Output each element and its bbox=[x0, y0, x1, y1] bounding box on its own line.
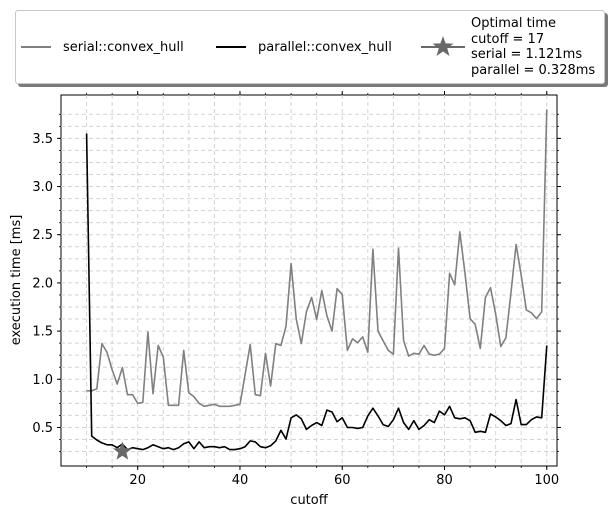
legend-optimal-text: Optimal time cutoff = 17 serial = 1.121m… bbox=[471, 16, 596, 78]
y-tick-label: 2.5 bbox=[32, 228, 53, 243]
y-tick-label: 3.5 bbox=[32, 132, 53, 147]
y-tick-label: 3.0 bbox=[32, 180, 53, 195]
x-tick-label: 100 bbox=[534, 473, 559, 488]
parallel-series-line bbox=[85, 133, 548, 451]
legend-item-serial: serial::convex_hull bbox=[21, 11, 184, 83]
x-axis-label: cutoff bbox=[290, 493, 328, 508]
legend: serial::convex_hull parallel::convex_hul… bbox=[15, 10, 605, 84]
legend-serial-label: serial::convex_hull bbox=[63, 39, 184, 55]
y-tick-label: 1.0 bbox=[32, 373, 53, 388]
serial-series-line bbox=[86, 109, 548, 408]
x-tick-label: 20 bbox=[129, 473, 146, 488]
legend-item-optimal: Optimal time cutoff = 17 serial = 1.121m… bbox=[421, 11, 595, 83]
y-axis-label: execution time [ms] bbox=[9, 215, 24, 346]
series-lines bbox=[85, 109, 548, 451]
star-marker-icon bbox=[421, 36, 465, 56]
legend-item-parallel: parallel::convex_hull bbox=[216, 11, 392, 83]
grid bbox=[61, 95, 557, 466]
legend-parallel-label: parallel::convex_hull bbox=[258, 39, 392, 55]
x-tick-label: 40 bbox=[232, 473, 249, 488]
plot-area bbox=[60, 94, 558, 467]
optimal-star-point bbox=[112, 441, 132, 460]
x-tick-label: 60 bbox=[334, 473, 351, 488]
y-tick-label: 0.5 bbox=[32, 421, 53, 436]
axis-ticks: 20 40 60 80 100 0.5 1.0 1.5 2.0 2.5 3.0 3.5 bbox=[32, 91, 561, 488]
y-tick-label: 2.0 bbox=[32, 276, 53, 291]
x-tick-label: 80 bbox=[436, 473, 453, 488]
parallel-line-swatch bbox=[216, 46, 246, 48]
serial-line-swatch bbox=[21, 46, 51, 48]
y-tick-label: 1.5 bbox=[32, 325, 53, 340]
optimal-marker bbox=[112, 441, 132, 460]
